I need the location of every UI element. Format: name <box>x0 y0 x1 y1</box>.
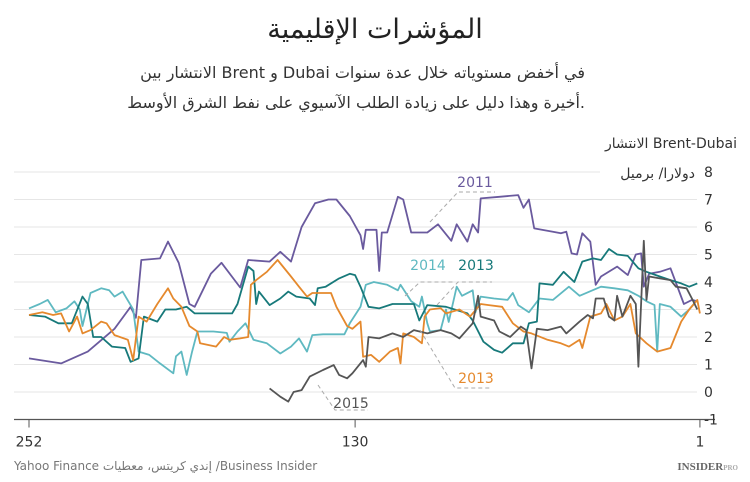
series-line-2013-3 <box>28 259 701 365</box>
chart-title: المؤشرات الإقليمية <box>267 14 482 45</box>
y-tick-label: 5 <box>704 248 713 264</box>
source-text: Yahoo Finance إندي كريتس، معطيات /Busine… <box>13 459 317 474</box>
series-line-2013-2 <box>28 248 698 363</box>
x-tick-label: 252 <box>16 435 43 451</box>
label-leader-line <box>317 384 368 411</box>
y-tick-label: 1 <box>704 358 713 374</box>
series-line-2011-0 <box>28 194 698 365</box>
series-label-2011: 2011 <box>457 175 493 191</box>
label-leader-line <box>419 329 492 389</box>
y-tick-label: 4 <box>704 275 713 291</box>
series-label-2014: 2014 <box>410 258 446 274</box>
y-tick-label: 7 <box>704 193 713 209</box>
y-axis-label: الانتشار Brent-Dubai <box>604 136 737 152</box>
y-tick-label: 8 <box>704 165 713 181</box>
annotations: 2011 2014 2013 2013 2015 <box>317 175 495 412</box>
y-tick-label: 3 <box>704 303 713 319</box>
y-unit-label: دولارا/ برميل <box>620 166 695 182</box>
series-label-2015: 2015 <box>333 396 369 412</box>
x-ticks: 252 130 1 <box>16 419 704 451</box>
insider-logo: INSIDERPRO <box>677 461 738 473</box>
series-label-2013: 2013 <box>458 371 494 387</box>
y-ticks: 8 7 6 5 4 3 2 1 0 -1 <box>704 165 718 429</box>
y-tick-label: 6 <box>704 220 713 236</box>
series-line-2015-4 <box>269 239 699 403</box>
chart-subtitle-line-1: الانتشار بين Brent و Dubai في أخفض مستوي… <box>140 62 585 83</box>
y-tick-label: 0 <box>704 385 713 401</box>
series-label-2013: 2013 <box>458 258 494 274</box>
y-tick-label: -1 <box>704 413 718 429</box>
label-leader-line <box>404 281 455 297</box>
series-group <box>28 194 701 403</box>
x-tick-label: 130 <box>342 435 369 451</box>
y-unit-label-bg <box>600 161 700 183</box>
label-leader-line <box>436 281 492 306</box>
y-tick-label: 2 <box>704 330 713 346</box>
label-leader-line <box>429 191 495 223</box>
x-tick-label: 1 <box>695 435 704 451</box>
chart-subtitle-line-2: أخيرة وهذا دليل على زيادة الطلب الآسيوي … <box>127 92 585 113</box>
series-line-2014-1 <box>28 281 698 376</box>
